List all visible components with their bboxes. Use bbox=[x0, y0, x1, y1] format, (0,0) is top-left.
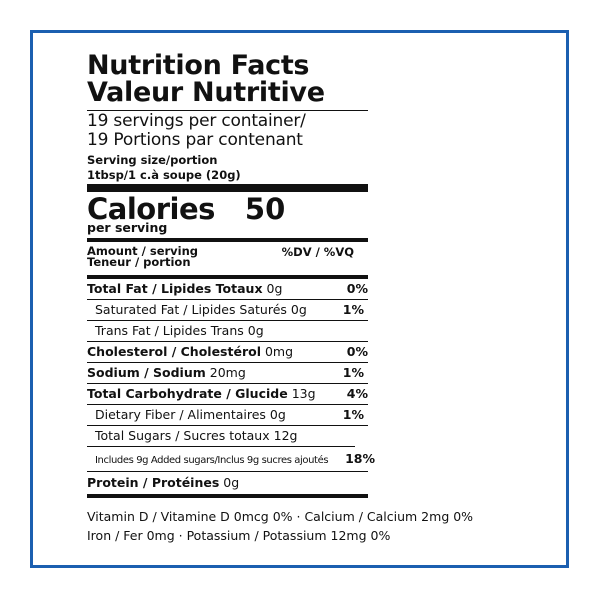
calories-value: 50 bbox=[244, 192, 286, 226]
nutrient-amount: 0g bbox=[266, 281, 283, 296]
nutrient-label: Total Carbohydrate / Glucide bbox=[87, 386, 288, 401]
nutrient-row-total-fat: Total Fat / Lipides Totaux 0g 0% bbox=[87, 279, 368, 299]
title-english: Nutrition Facts bbox=[87, 50, 310, 81]
vitamins-line-1: Vitamin D / Vitamine D 0mcg 0% · Calcium… bbox=[87, 509, 474, 524]
nutrient-label: Cholesterol / Cholestérol bbox=[87, 344, 261, 359]
nutrient-dv: 1% bbox=[342, 302, 364, 317]
nutrient-row-trans-fat: Trans Fat / Lipides Trans 0g bbox=[87, 320, 368, 341]
nutrient-list: Total Fat / Lipides Totaux 0g 0% Saturat… bbox=[87, 279, 375, 494]
vitamins-line-2: Iron / Fer 0mg · Potassium / Potassium 1… bbox=[87, 528, 391, 543]
nutrient-dv: 0% bbox=[346, 281, 368, 296]
nutrient-row-dietary-fiber: Dietary Fiber / Alimentaires 0g 1% bbox=[87, 404, 368, 425]
calories-top-rule bbox=[87, 184, 368, 192]
calories-row: Calories 50 bbox=[87, 194, 368, 224]
portions-par-contenant: 19 Portions par contenant bbox=[87, 130, 303, 150]
nutrients-bottom-rule bbox=[87, 494, 368, 498]
serving-size-label: Serving size/portion bbox=[87, 153, 218, 167]
nutrient-label: Sodium / Sodium bbox=[87, 365, 206, 380]
nutrient-amount: 0g bbox=[290, 302, 307, 317]
nutrient-dv: 1% bbox=[342, 407, 364, 422]
nutrient-row-saturated-fat: Saturated Fat / Lipides Saturés 0g 1% bbox=[87, 299, 368, 320]
nutrients-top-rule bbox=[87, 275, 368, 279]
nutrient-row-total-carbohydrate: Total Carbohydrate / Glucide 13g 4% bbox=[87, 383, 368, 404]
nutrient-amount: 20mg bbox=[209, 365, 246, 380]
nutrient-dv: 18% bbox=[345, 451, 375, 466]
label-frame bbox=[30, 30, 569, 568]
teneur-portion-label: Teneur / portion bbox=[87, 254, 191, 269]
nutrient-row-cholesterol: Cholesterol / Cholestérol 0mg 0% bbox=[87, 341, 368, 362]
nutrient-label: Total Sugars / Sucres totaux bbox=[95, 428, 270, 443]
calories-label: Calories bbox=[87, 192, 215, 226]
nutrient-dv: 0% bbox=[346, 344, 368, 359]
calories-bottom-rule bbox=[87, 238, 368, 242]
per-serving-label: per serving bbox=[87, 220, 168, 235]
servings-per-container: 19 servings per container/ bbox=[87, 111, 306, 131]
nutrient-row-added-sugars: Includes 9g Added sugars/Inclus 9g sucre… bbox=[87, 446, 375, 471]
title-divider bbox=[87, 110, 368, 111]
nutrient-label: Trans Fat / Lipides Trans bbox=[95, 323, 244, 338]
nutrient-amount: 0g bbox=[247, 323, 264, 338]
vitamins-minerals: Vitamin D / Vitamine D 0mcg 0% · Calcium… bbox=[87, 507, 557, 545]
nutrient-amount: 0g bbox=[269, 407, 286, 422]
nutrient-row-total-sugars: Total Sugars / Sucres totaux 12g bbox=[87, 425, 368, 446]
nutrient-amount: 12g bbox=[273, 428, 298, 443]
amount-header: Amount / serving Teneur / portion %DV / … bbox=[87, 242, 368, 275]
amount-serving-label: Amount / serving bbox=[87, 244, 199, 258]
nutrient-dv: 1% bbox=[342, 365, 364, 380]
serving-size-value: 1tbsp/1 c.à soupe (20g) bbox=[87, 167, 241, 182]
nutrient-row-protein: Protein / Protéines 0g bbox=[87, 471, 368, 494]
nutrient-label: Includes 9g Added sugars/Inclus 9g sucre… bbox=[95, 455, 329, 466]
title-french: Valeur Nutritive bbox=[87, 77, 325, 108]
nutrient-amount: 0mg bbox=[264, 344, 294, 359]
dv-header: %DV / %VQ bbox=[281, 245, 354, 259]
nutrient-label: Dietary Fiber / Alimentaires bbox=[95, 407, 266, 422]
nutrient-amount: 0g bbox=[223, 475, 240, 490]
nutrition-panel: Nutrition Facts Valeur Nutritive 19 serv… bbox=[87, 50, 375, 498]
nutrient-amount: 13g bbox=[291, 386, 316, 401]
nutrient-row-sodium: Sodium / Sodium 20mg 1% bbox=[87, 362, 368, 383]
nutrient-label: Total Fat / Lipides Totaux bbox=[87, 281, 263, 296]
nutrient-label: Protein / Protéines bbox=[87, 475, 220, 490]
nutrient-label: Saturated Fat / Lipides Saturés bbox=[95, 302, 287, 317]
nutrient-dv: 4% bbox=[346, 386, 368, 401]
